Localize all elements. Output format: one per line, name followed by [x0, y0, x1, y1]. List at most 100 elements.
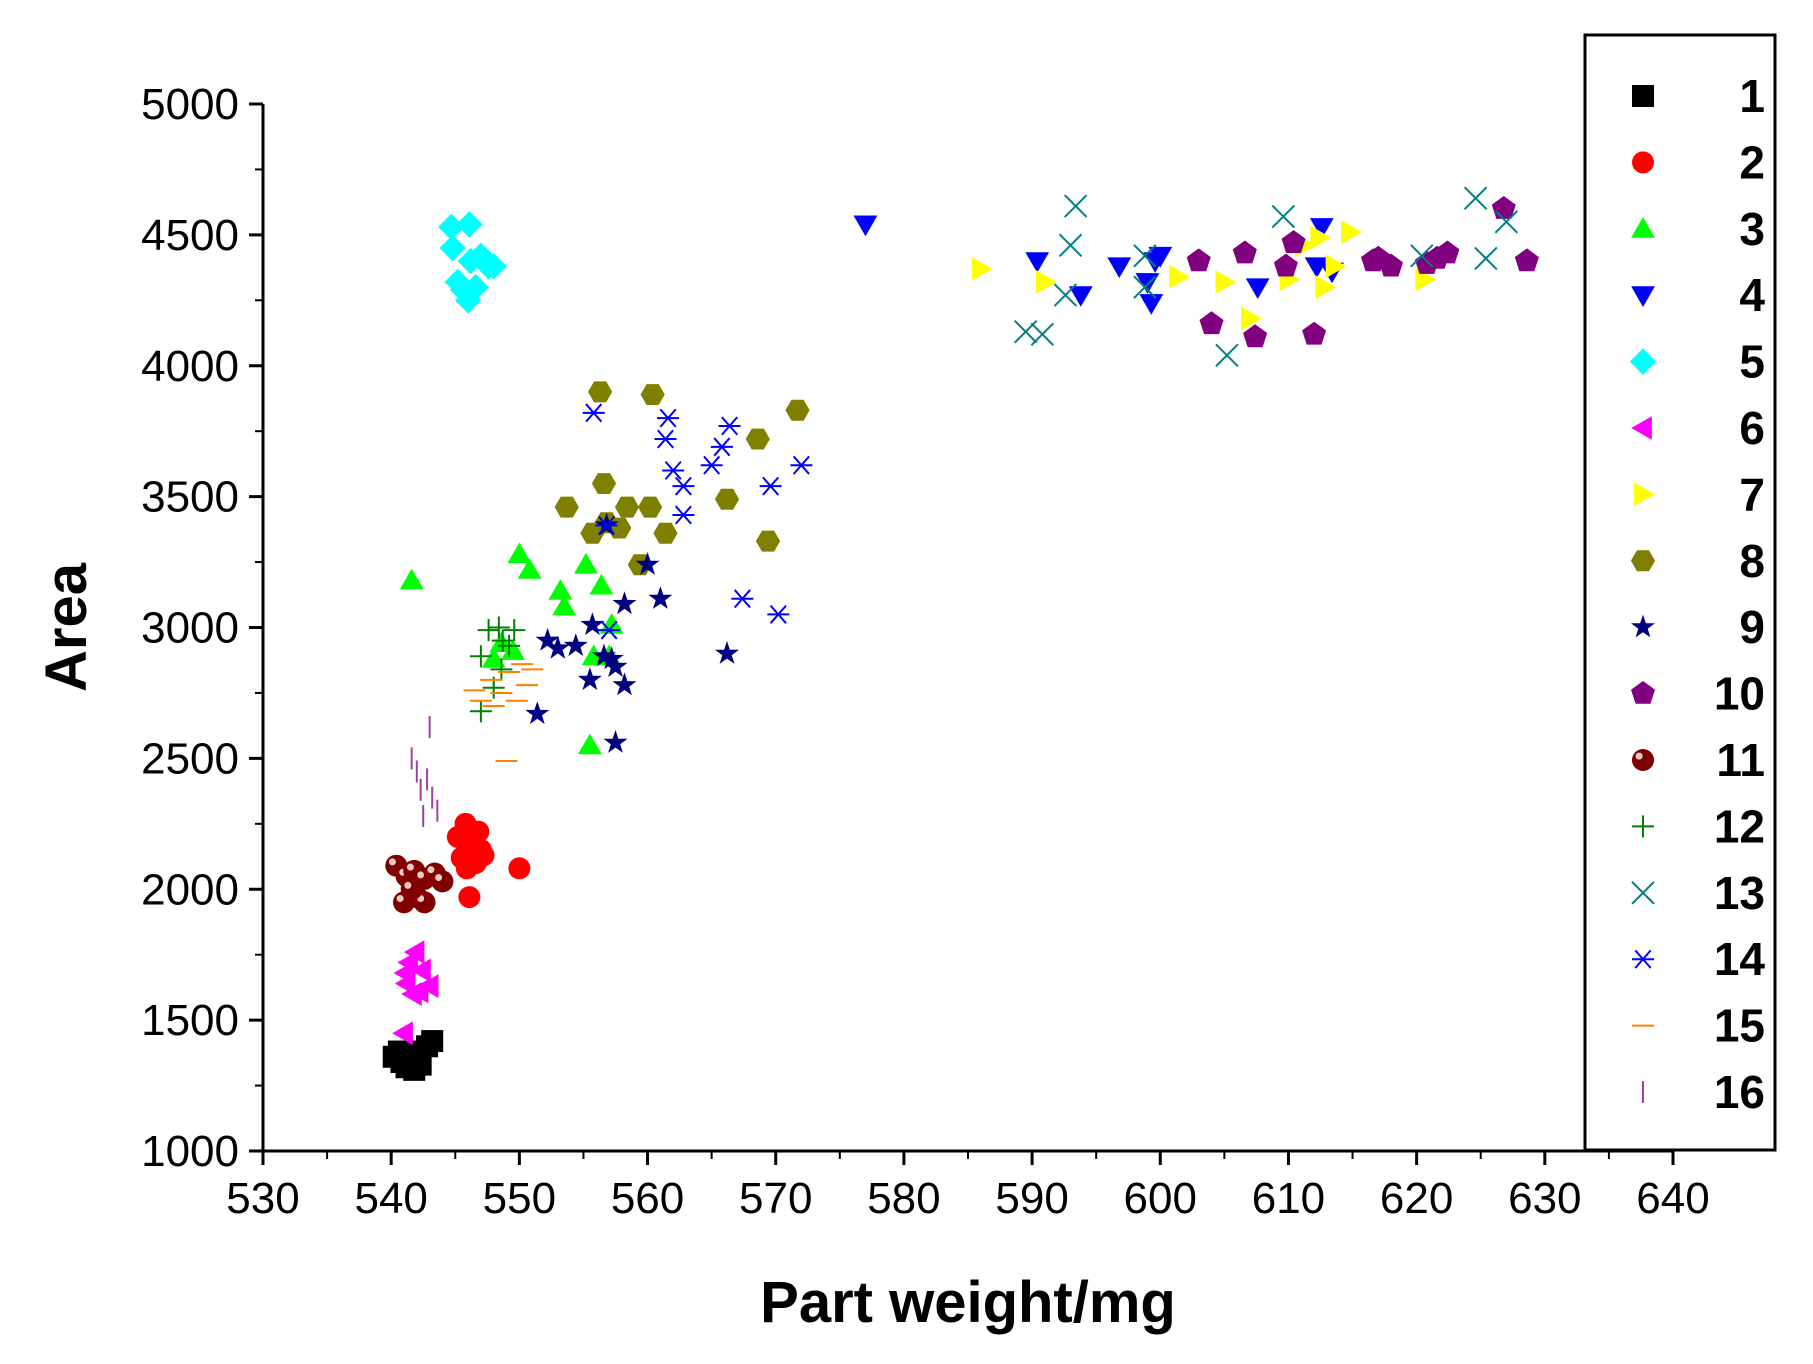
y-tick-label: 5000: [141, 80, 239, 129]
data-point-series-7: [1241, 306, 1262, 331]
data-point-series-13: [1271, 204, 1296, 229]
data-point-series-3: [548, 579, 573, 600]
data-point-series-9: [603, 654, 628, 677]
series-4: [853, 215, 1344, 315]
x-tick-label: 640: [1636, 1174, 1709, 1223]
data-point-series-3: [501, 639, 525, 660]
data-point-series-14: [662, 460, 685, 480]
data-point-series-11: [431, 870, 454, 893]
data-point-series-12: [503, 619, 526, 642]
data-point-series-14: [731, 589, 754, 609]
data-point-series-5: [439, 234, 466, 262]
series-12: [469, 616, 526, 723]
legend-marker-8: [1630, 550, 1656, 572]
data-point-series-12: [498, 634, 521, 657]
data-point-series-10: [1302, 321, 1327, 345]
data-point-series-13: [1133, 275, 1157, 299]
data-point-series-14: [672, 476, 695, 496]
x-tick-label: 620: [1380, 1174, 1453, 1223]
data-point-series-2: [455, 857, 478, 880]
data-point-series-8: [588, 381, 613, 403]
data-point-series-13: [1133, 244, 1157, 268]
data-point-series-8: [580, 522, 605, 544]
legend-marker-7: [1634, 482, 1655, 507]
data-point-series-14: [790, 455, 813, 475]
data-point-series-10: [1186, 248, 1211, 272]
x-tick-label: 590: [995, 1174, 1068, 1223]
legend-label: 7: [1739, 468, 1765, 520]
x-axis-title: Part weight/mg: [760, 1270, 1176, 1335]
data-point-series-6: [401, 982, 422, 1006]
data-point-series-9: [577, 667, 602, 691]
y-tick-label: 4500: [141, 211, 239, 260]
data-point-series-9: [612, 591, 637, 615]
data-point-series-14: [672, 505, 695, 525]
series-11: [385, 854, 454, 914]
data-point-series-9: [635, 552, 660, 575]
y-tick-label: 1000: [141, 1127, 239, 1176]
data-point-series-9: [535, 627, 560, 651]
data-point-series-13: [1474, 246, 1498, 271]
legend-marker-14: [1632, 949, 1654, 969]
legend-marker-11: [1632, 749, 1654, 771]
data-point-series-12: [469, 700, 492, 723]
legend-marker-10: [1631, 681, 1655, 704]
legend-label: 15: [1714, 1000, 1765, 1052]
data-point-series-4: [853, 215, 878, 237]
data-point-series-14: [710, 437, 733, 457]
data-point-series-8: [755, 530, 781, 552]
data-point-series-8: [640, 384, 665, 405]
x-tick-label: 580: [867, 1174, 940, 1223]
data-point-series-4: [1245, 278, 1270, 299]
data-point-series-8: [785, 399, 810, 421]
data-point-series-9: [525, 701, 550, 725]
data-point-series-8: [614, 496, 640, 518]
data-point-series-10: [1273, 253, 1298, 277]
data-point-series-8: [653, 522, 678, 544]
data-point-series-2: [508, 857, 531, 880]
data-point-series-14: [595, 515, 618, 535]
series-16: [410, 715, 439, 827]
legend-marker-3: [1631, 217, 1655, 238]
series-6: [392, 940, 439, 1046]
legend-marker-9: [1631, 614, 1655, 638]
data-point-series-4: [1068, 286, 1093, 307]
legend-label: 6: [1739, 402, 1765, 454]
data-point-series-13: [1410, 244, 1434, 268]
data-point-series-9: [648, 586, 673, 609]
series-14: [582, 403, 813, 640]
data-point-series-4: [1025, 252, 1050, 273]
series-10: [1186, 196, 1539, 348]
data-point-series-13: [1494, 210, 1519, 234]
data-point-series-6: [403, 940, 425, 964]
data-point-series-14: [657, 408, 680, 428]
legend-marker-2: [1632, 151, 1654, 174]
legend-label: 12: [1714, 800, 1765, 852]
data-point-series-10: [1435, 240, 1460, 264]
series-3: [399, 542, 624, 755]
data-point-series-5: [449, 276, 477, 303]
data-point-series-8: [638, 496, 663, 518]
data-point-series-14: [759, 476, 782, 496]
data-point-series-5: [480, 253, 507, 280]
data-point-series-3: [517, 558, 542, 579]
data-point-series-2: [469, 838, 492, 861]
data-point-series-10: [1243, 324, 1268, 348]
series-9: [525, 512, 739, 753]
x-tick-label: 630: [1508, 1174, 1581, 1223]
data-point-series-6: [417, 974, 439, 998]
data-point-series-6: [410, 958, 431, 983]
data-point-series-3: [589, 573, 614, 595]
data-point-series-6: [392, 1021, 413, 1046]
data-point-series-14: [582, 403, 605, 423]
data-point-series-14: [767, 604, 790, 624]
legend-label: 8: [1739, 535, 1765, 587]
data-point-series-8: [554, 496, 579, 518]
data-point-series-7: [1341, 220, 1362, 245]
data-point-series-3: [489, 631, 514, 653]
data-point-series-10: [1232, 240, 1257, 264]
data-point-series-7: [1169, 264, 1190, 289]
data-point-series-13: [1215, 343, 1239, 367]
